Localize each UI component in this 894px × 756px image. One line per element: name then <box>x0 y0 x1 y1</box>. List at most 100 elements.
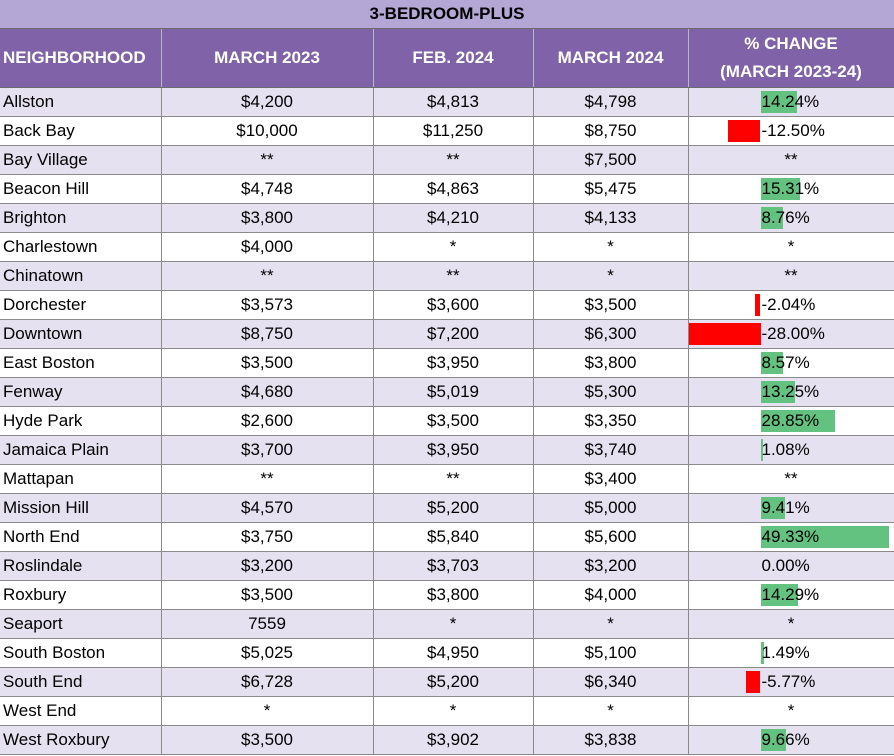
cell-march-2023[interactable]: $3,500 <box>161 725 374 755</box>
cell-feb-2024[interactable]: $3,703 <box>373 551 534 581</box>
cell-feb-2024[interactable]: $7,200 <box>373 319 534 349</box>
cell-march-2023[interactable]: $3,573 <box>161 290 374 320</box>
cell-neighborhood[interactable]: East Boston <box>0 348 162 378</box>
cell-pct-change[interactable]: 14.24% <box>688 87 894 117</box>
cell-neighborhood[interactable]: Back Bay <box>0 116 162 146</box>
cell-feb-2024[interactable]: $4,813 <box>373 87 534 117</box>
cell-feb-2024[interactable]: $5,840 <box>373 522 534 552</box>
cell-march-2023[interactable]: $4,000 <box>161 232 374 262</box>
cell-feb-2024[interactable]: $3,500 <box>373 406 534 436</box>
cell-pct-change[interactable]: * <box>688 609 894 639</box>
cell-neighborhood[interactable]: Fenway <box>0 377 162 407</box>
cell-pct-change[interactable]: 14.29% <box>688 580 894 610</box>
cell-neighborhood[interactable]: Downtown <box>0 319 162 349</box>
cell-pct-change[interactable]: 49.33% <box>688 522 894 552</box>
cell-feb-2024[interactable]: $3,950 <box>373 435 534 465</box>
header-neighborhood[interactable]: NEIGHBORHOOD <box>0 29 162 88</box>
cell-neighborhood[interactable]: Hyde Park <box>0 406 162 436</box>
cell-neighborhood[interactable]: Brighton <box>0 203 162 233</box>
cell-pct-change[interactable]: 28.85% <box>688 406 894 436</box>
cell-pct-change[interactable]: ** <box>688 145 894 175</box>
cell-march-2023[interactable]: $10,000 <box>161 116 374 146</box>
cell-feb-2024[interactable]: $3,800 <box>373 580 534 610</box>
cell-feb-2024[interactable]: $5,200 <box>373 493 534 523</box>
cell-march-2023[interactable]: $2,600 <box>161 406 374 436</box>
cell-feb-2024[interactable]: $5,200 <box>373 667 534 697</box>
cell-pct-change[interactable]: 1.49% <box>688 638 894 668</box>
cell-pct-change[interactable]: 9.41% <box>688 493 894 523</box>
cell-feb-2024[interactable]: ** <box>373 261 534 291</box>
cell-march-2024[interactable]: $3,500 <box>533 290 689 320</box>
cell-pct-change[interactable]: 13.25% <box>688 377 894 407</box>
cell-feb-2024[interactable]: $3,950 <box>373 348 534 378</box>
cell-march-2024[interactable]: $8,750 <box>533 116 689 146</box>
cell-march-2023[interactable]: * <box>161 696 374 726</box>
cell-neighborhood[interactable]: Mission Hill <box>0 493 162 523</box>
header-pct-change[interactable]: % CHANGE (MARCH 2023-24) <box>688 29 894 88</box>
cell-pct-change[interactable]: -12.50% <box>688 116 894 146</box>
cell-march-2024[interactable]: $3,400 <box>533 464 689 494</box>
cell-march-2023[interactable]: $3,500 <box>161 580 374 610</box>
cell-pct-change[interactable]: -2.04% <box>688 290 894 320</box>
cell-march-2024[interactable]: * <box>533 232 689 262</box>
cell-neighborhood[interactable]: West Roxbury <box>0 725 162 755</box>
cell-neighborhood[interactable]: Beacon Hill <box>0 174 162 204</box>
cell-pct-change[interactable]: * <box>688 232 894 262</box>
cell-neighborhood[interactable]: Mattapan <box>0 464 162 494</box>
cell-march-2023[interactable]: $3,500 <box>161 348 374 378</box>
cell-march-2024[interactable]: $5,600 <box>533 522 689 552</box>
cell-march-2024[interactable]: * <box>533 609 689 639</box>
cell-feb-2024[interactable]: ** <box>373 145 534 175</box>
cell-march-2024[interactable]: $3,800 <box>533 348 689 378</box>
cell-neighborhood[interactable]: Seaport <box>0 609 162 639</box>
cell-pct-change[interactable]: 15.31% <box>688 174 894 204</box>
cell-march-2023[interactable]: $3,700 <box>161 435 374 465</box>
cell-pct-change[interactable]: * <box>688 696 894 726</box>
cell-pct-change[interactable]: 9.66% <box>688 725 894 755</box>
cell-march-2024[interactable]: $4,000 <box>533 580 689 610</box>
cell-march-2024[interactable]: $6,340 <box>533 667 689 697</box>
cell-march-2023[interactable]: $3,200 <box>161 551 374 581</box>
cell-march-2023[interactable]: $4,200 <box>161 87 374 117</box>
cell-pct-change[interactable]: 1.08% <box>688 435 894 465</box>
cell-march-2024[interactable]: $5,300 <box>533 377 689 407</box>
cell-neighborhood[interactable]: West End <box>0 696 162 726</box>
cell-neighborhood[interactable]: South End <box>0 667 162 697</box>
cell-feb-2024[interactable]: $4,863 <box>373 174 534 204</box>
cell-march-2023[interactable]: $6,728 <box>161 667 374 697</box>
cell-march-2024[interactable]: $6,300 <box>533 319 689 349</box>
cell-march-2023[interactable]: $4,748 <box>161 174 374 204</box>
cell-feb-2024[interactable]: $11,250 <box>373 116 534 146</box>
cell-feb-2024[interactable]: $3,600 <box>373 290 534 320</box>
cell-pct-change[interactable]: ** <box>688 464 894 494</box>
cell-march-2024[interactable]: $3,200 <box>533 551 689 581</box>
cell-march-2023[interactable]: $8,750 <box>161 319 374 349</box>
cell-neighborhood[interactable]: South Boston <box>0 638 162 668</box>
cell-march-2024[interactable]: $3,838 <box>533 725 689 755</box>
cell-pct-change[interactable]: 0.00% <box>688 551 894 581</box>
cell-neighborhood[interactable]: Roslindale <box>0 551 162 581</box>
cell-march-2024[interactable]: $4,798 <box>533 87 689 117</box>
cell-feb-2024[interactable]: $3,902 <box>373 725 534 755</box>
cell-march-2023[interactable]: $3,750 <box>161 522 374 552</box>
cell-neighborhood[interactable]: Charlestown <box>0 232 162 262</box>
cell-feb-2024[interactable]: * <box>373 696 534 726</box>
cell-march-2024[interactable]: $3,350 <box>533 406 689 436</box>
cell-march-2023[interactable]: $3,800 <box>161 203 374 233</box>
header-feb-2024[interactable]: FEB. 2024 <box>373 29 534 88</box>
cell-march-2024[interactable]: $5,100 <box>533 638 689 668</box>
cell-march-2023[interactable]: $4,570 <box>161 493 374 523</box>
cell-march-2023[interactable]: 7559 <box>161 609 374 639</box>
cell-neighborhood[interactable]: Roxbury <box>0 580 162 610</box>
header-march-2023[interactable]: MARCH 2023 <box>161 29 374 88</box>
cell-march-2023[interactable]: ** <box>161 145 374 175</box>
cell-feb-2024[interactable]: * <box>373 609 534 639</box>
cell-neighborhood[interactable]: Bay Village <box>0 145 162 175</box>
cell-neighborhood[interactable]: North End <box>0 522 162 552</box>
cell-march-2023[interactable]: ** <box>161 464 374 494</box>
cell-feb-2024[interactable]: * <box>373 232 534 262</box>
cell-pct-change[interactable]: ** <box>688 261 894 291</box>
cell-pct-change[interactable]: 8.76% <box>688 203 894 233</box>
cell-feb-2024[interactable]: ** <box>373 464 534 494</box>
cell-pct-change[interactable]: -5.77% <box>688 667 894 697</box>
